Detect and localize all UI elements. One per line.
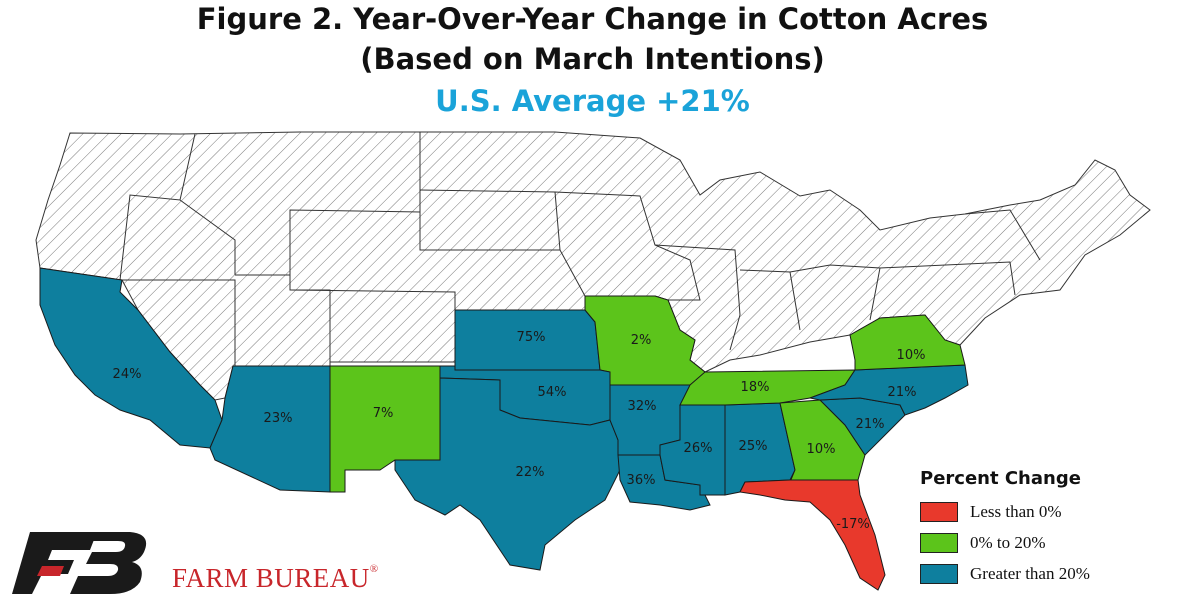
label-tennessee: 18%	[741, 380, 770, 395]
label-north-carolina: 21%	[888, 385, 917, 400]
label-georgia: 10%	[807, 442, 836, 457]
label-virginia: 10%	[897, 348, 926, 363]
non-cotton-states	[35, 131, 1151, 401]
legend-item: Less than 0%	[920, 501, 1180, 523]
legend-item: 0% to 20%	[920, 532, 1180, 554]
state-arizona[interactable]	[209, 365, 331, 493]
label-south-carolina: 21%	[856, 417, 885, 432]
legend-swatch-teal	[920, 564, 958, 584]
legend-swatch-green	[920, 533, 958, 553]
state-virginia[interactable]	[849, 314, 966, 371]
label-new-mexico: 7%	[373, 406, 394, 421]
label-alabama: 25%	[739, 439, 768, 454]
farm-bureau-brand: FARM BUREAU®	[172, 563, 379, 594]
farm-bureau-logo-icon	[12, 532, 147, 594]
figure-subtitle: (Based on March Intentions)	[360, 42, 825, 76]
us-average: U.S. Average +21%	[435, 84, 750, 118]
label-arkansas: 32%	[628, 399, 657, 414]
state-florida[interactable]	[739, 479, 886, 591]
label-mississippi: 26%	[684, 441, 713, 456]
label-california: 24%	[113, 367, 142, 382]
legend-label: Greater than 20%	[970, 564, 1090, 583]
label-texas: 22%	[516, 465, 545, 480]
legend-label: Less than 0%	[970, 502, 1062, 521]
brand-name: FARM BUREAU	[172, 563, 370, 593]
legend: Percent Change Less than 0% 0% to 20% Gr…	[920, 468, 1180, 594]
state-north-carolina[interactable]	[808, 364, 969, 416]
state-value-labels: 24% 23% 7% 22% 54% 75% 2% 32% 36% 26% 25…	[113, 330, 926, 532]
label-florida: -17%	[836, 517, 870, 532]
cotton-states	[39, 267, 969, 591]
label-oklahoma: 54%	[538, 385, 567, 400]
legend-swatch-red	[920, 502, 958, 522]
legend-item: Greater than 20%	[920, 563, 1180, 585]
label-arizona: 23%	[264, 411, 293, 426]
legend-title: Percent Change	[920, 468, 1081, 489]
figure-title: Figure 2. Year-Over-Year Change in Cotto…	[196, 2, 989, 36]
label-missouri: 2%	[631, 333, 652, 348]
label-louisiana: 36%	[627, 473, 656, 488]
brand-mark: ®	[369, 563, 379, 575]
label-kansas: 75%	[517, 330, 546, 345]
legend-label: 0% to 20%	[970, 533, 1046, 552]
state-texas[interactable]	[394, 377, 621, 571]
